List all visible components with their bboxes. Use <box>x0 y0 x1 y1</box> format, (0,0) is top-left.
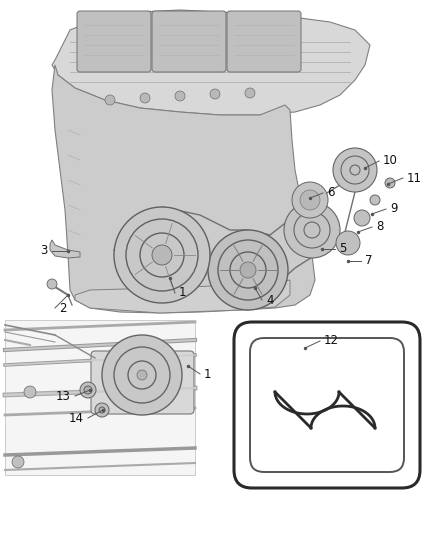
Text: 12: 12 <box>324 335 339 348</box>
FancyBboxPatch shape <box>91 351 194 414</box>
Circle shape <box>80 382 96 398</box>
Circle shape <box>292 182 328 218</box>
Circle shape <box>336 231 360 255</box>
Circle shape <box>95 403 109 417</box>
Circle shape <box>284 202 340 258</box>
Text: 9: 9 <box>390 203 398 215</box>
Circle shape <box>385 178 395 188</box>
Circle shape <box>84 386 92 394</box>
Text: 3: 3 <box>41 245 48 257</box>
Circle shape <box>126 219 198 291</box>
Circle shape <box>102 335 182 415</box>
Circle shape <box>294 212 330 248</box>
Text: 6: 6 <box>327 187 335 199</box>
Circle shape <box>47 279 57 289</box>
Circle shape <box>300 190 320 210</box>
Circle shape <box>140 93 150 103</box>
Text: 10: 10 <box>383 155 398 167</box>
Circle shape <box>210 89 220 99</box>
Text: 13: 13 <box>56 390 71 402</box>
Circle shape <box>245 88 255 98</box>
Circle shape <box>12 456 24 468</box>
Circle shape <box>230 252 266 288</box>
Circle shape <box>114 207 210 303</box>
Circle shape <box>140 233 184 277</box>
Circle shape <box>350 165 360 175</box>
Circle shape <box>105 95 115 105</box>
Circle shape <box>218 240 278 300</box>
Circle shape <box>114 347 170 403</box>
Circle shape <box>99 407 105 413</box>
Circle shape <box>128 361 156 389</box>
Polygon shape <box>75 280 290 313</box>
Text: 8: 8 <box>376 221 383 233</box>
Text: 5: 5 <box>339 243 346 255</box>
Circle shape <box>208 230 288 310</box>
FancyBboxPatch shape <box>227 11 301 72</box>
Text: 11: 11 <box>407 172 422 184</box>
Polygon shape <box>52 10 370 115</box>
Circle shape <box>175 91 185 101</box>
FancyBboxPatch shape <box>152 11 226 72</box>
Text: 1: 1 <box>179 287 187 300</box>
Text: 4: 4 <box>266 294 273 306</box>
Text: 14: 14 <box>69 411 84 424</box>
Circle shape <box>240 262 256 278</box>
Polygon shape <box>50 240 80 258</box>
Circle shape <box>137 370 147 380</box>
Polygon shape <box>52 65 315 313</box>
Text: 7: 7 <box>365 254 372 268</box>
Circle shape <box>370 195 380 205</box>
FancyBboxPatch shape <box>5 320 195 475</box>
Text: 1: 1 <box>204 367 212 381</box>
Circle shape <box>341 156 369 184</box>
Circle shape <box>24 386 36 398</box>
Text: 2: 2 <box>59 302 67 314</box>
Circle shape <box>354 210 370 226</box>
Circle shape <box>333 148 377 192</box>
FancyBboxPatch shape <box>77 11 151 72</box>
Circle shape <box>152 245 172 265</box>
Circle shape <box>304 222 320 238</box>
